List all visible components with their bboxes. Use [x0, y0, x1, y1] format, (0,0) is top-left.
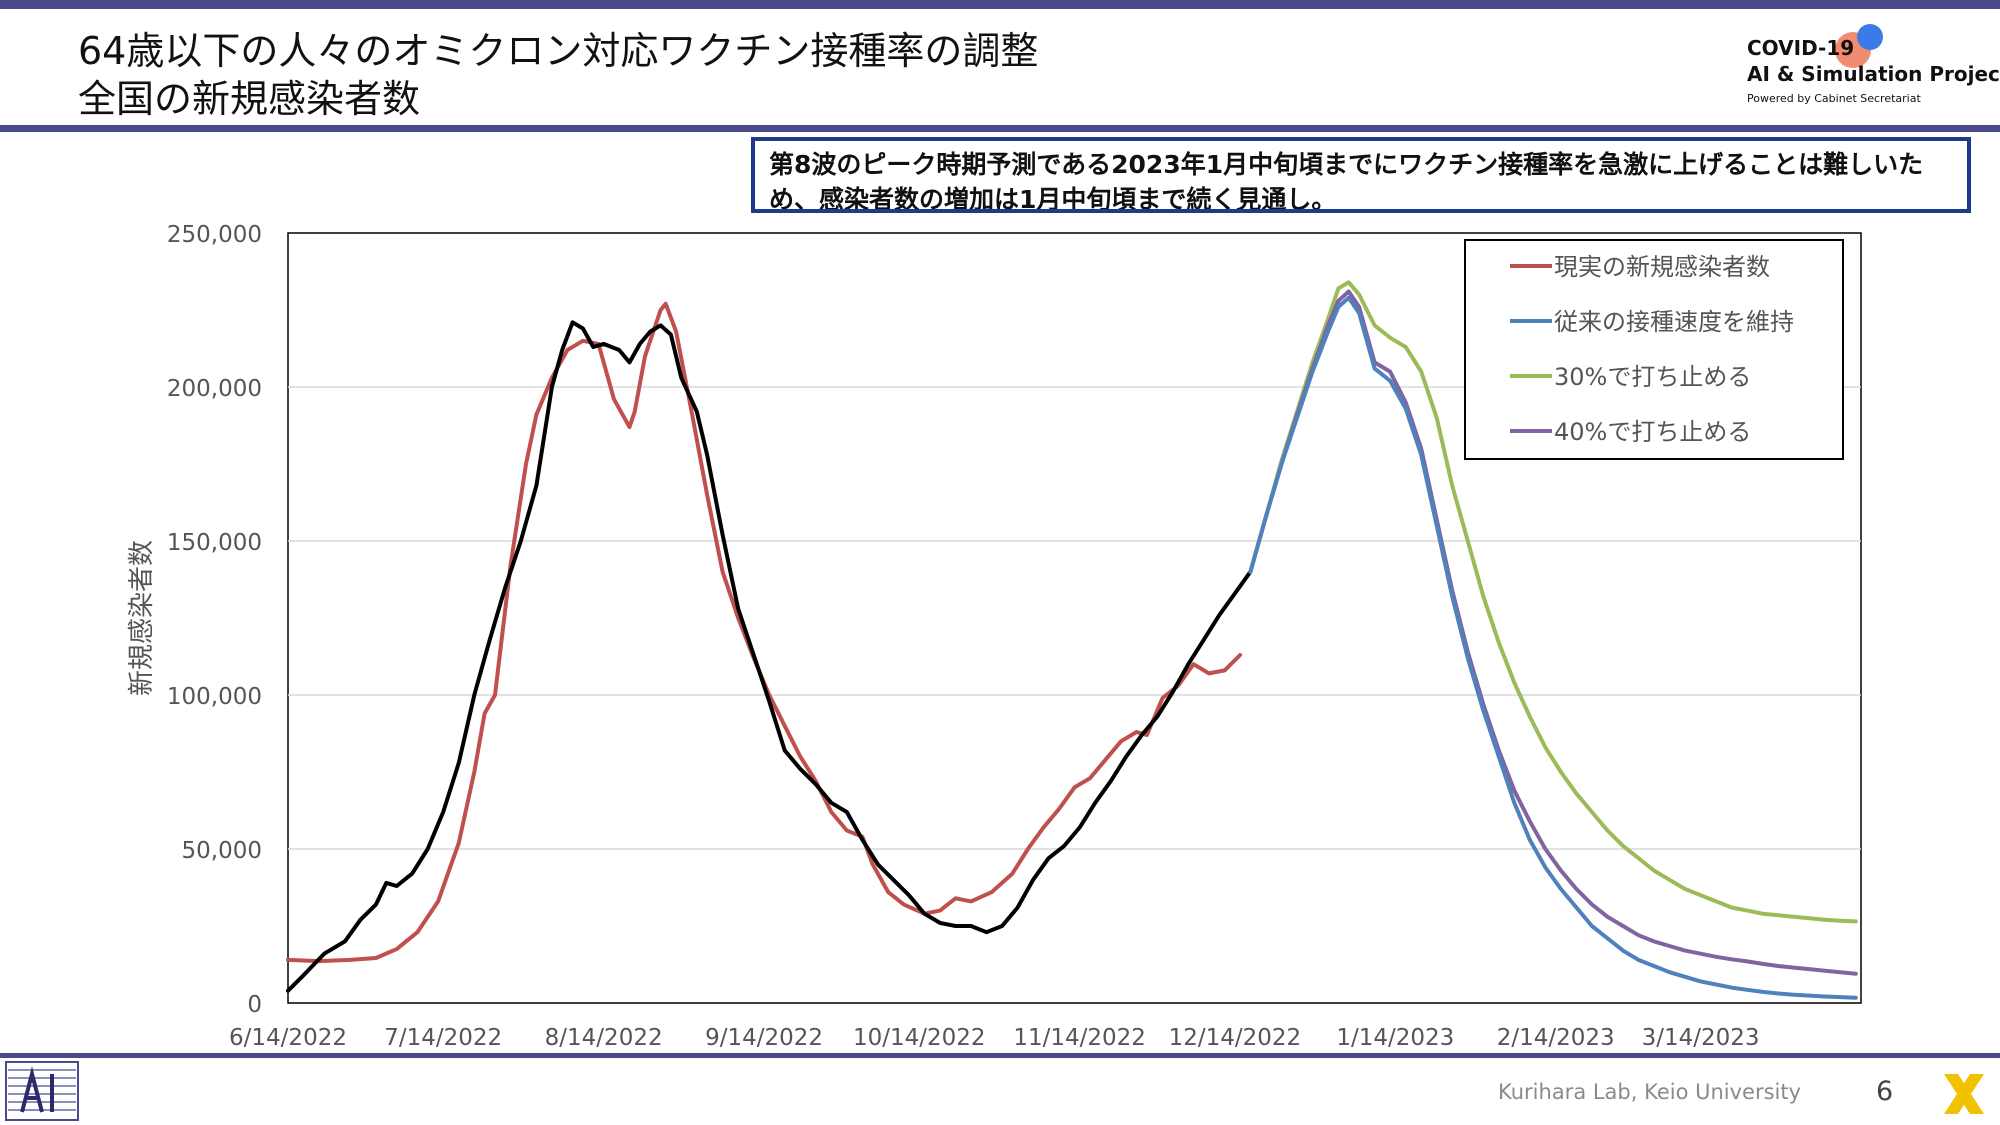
top-accent-bar: [0, 0, 2000, 9]
x-tick-label: 9/14/2022: [705, 1025, 823, 1050]
legend-label: 30%で打ち止める: [1554, 363, 1751, 391]
x-tick-label: 3/14/2023: [1642, 1025, 1760, 1050]
y-axis-ticks: 0 50,000 100,000 150,000 200,000 250,000: [167, 222, 262, 1018]
series-line: [1248, 289, 1858, 976]
series-line: [286, 320, 1253, 993]
y-tick-label: 100,000: [167, 684, 262, 710]
legend-label: 40%で打ち止める: [1554, 418, 1751, 446]
header-divider: [0, 125, 2000, 132]
logo-text-powered: Powered by Cabinet Secretariat: [1747, 92, 1921, 105]
x-tick-label: 12/14/2022: [1169, 1025, 1302, 1050]
y-tick-label: 0: [247, 992, 262, 1018]
logo-text-project: AI & Simulation Project: [1747, 62, 2000, 86]
footer-lab-name: Kurihara Lab, Keio University: [1498, 1080, 1802, 1104]
legend-label: 現実の新規感染者数: [1554, 253, 1770, 281]
page-number: 6: [1876, 1076, 1894, 1107]
series-lines: [286, 280, 1858, 1000]
series-line: [1248, 280, 1858, 924]
legend-box: [1464, 239, 1844, 460]
page-subtitle: 全国の新規感染者数: [78, 77, 421, 121]
y-axis-label: 新規感染者数: [127, 540, 157, 696]
logo-blue-dot-icon: [1857, 24, 1883, 50]
footer-divider: [0, 1053, 2000, 1058]
covid-ai-project-logo: COVID-19 AI & Simulation Project Powered…: [1745, 22, 2000, 117]
x-tick-label: 10/14/2022: [853, 1025, 986, 1050]
y-tick-label: 200,000: [167, 376, 262, 402]
series-line: [1248, 295, 1858, 1000]
legend-label: 従来の接種速度を維持: [1554, 308, 1794, 336]
x-tick-label: 6/14/2022: [229, 1025, 347, 1050]
x-tick-label: 8/14/2022: [545, 1025, 663, 1050]
ai-logo-icon: [5, 1061, 79, 1121]
infection-chart: 0 50,000 100,000 150,000 200,000 250,000 6/14…: [127, 222, 1862, 1050]
x-logo-icon: [1944, 1074, 1984, 1114]
x-axis-ticks: 6/14/2022 7/14/2022 8/14/2022 9/14/2022 10/1…: [229, 1025, 1760, 1050]
page-title: 64歳以下の人々のオミクロン対応ワクチン接種率の調整: [78, 29, 1039, 73]
x-tick-label: 1/14/2023: [1336, 1025, 1454, 1050]
x-tick-label: 7/14/2022: [384, 1025, 502, 1050]
x-tick-label: 2/14/2023: [1497, 1025, 1615, 1050]
y-tick-label: 50,000: [182, 838, 262, 864]
callout-box: 第8波のピーク時期予測である2023年1月中旬頃までにワクチン接種率を急激に上げ…: [751, 137, 1971, 213]
logo-text-covid: COVID-19: [1747, 36, 1855, 60]
y-tick-label: 250,000: [167, 222, 262, 248]
gridlines: [288, 386, 1861, 850]
x-tick-label: 11/14/2022: [1013, 1025, 1146, 1050]
y-tick-label: 150,000: [167, 530, 262, 556]
